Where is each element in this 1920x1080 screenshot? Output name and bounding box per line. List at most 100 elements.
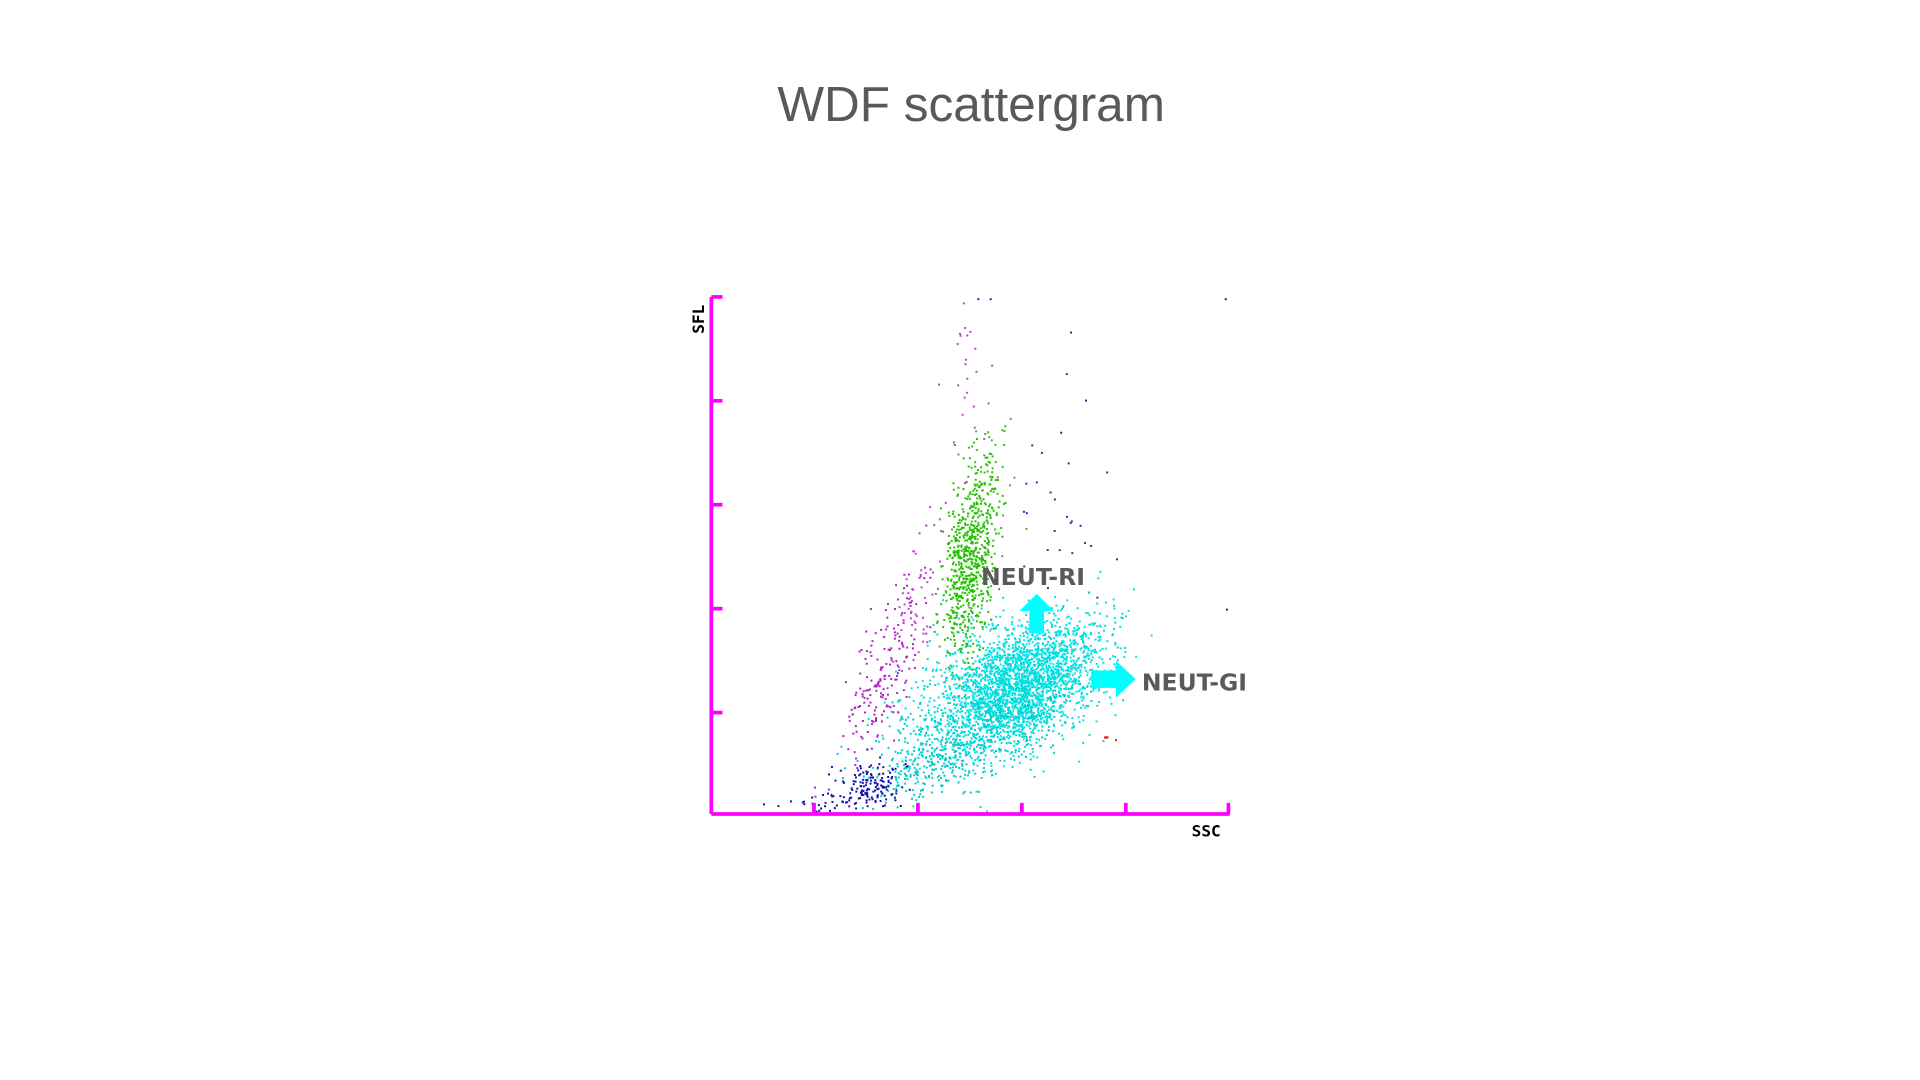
dot: [1002, 683, 1005, 686]
dot: [990, 729, 993, 732]
dot: [1037, 695, 1040, 698]
dot: [941, 791, 944, 793]
dot: [1102, 740, 1105, 743]
dot: [1022, 648, 1025, 651]
dot: [967, 587, 970, 590]
dot: [1084, 669, 1087, 672]
dot: [1076, 658, 1079, 661]
dot: [1082, 704, 1085, 707]
dot: [1075, 664, 1078, 667]
dot: [1024, 684, 1027, 687]
dot: [891, 757, 894, 760]
dot: [985, 657, 988, 660]
dot: [957, 596, 960, 599]
dot: [1048, 675, 1051, 678]
dot: [855, 807, 858, 810]
dot: [1058, 711, 1061, 714]
dot: [828, 809, 831, 812]
dot: [1012, 708, 1015, 711]
dot: [967, 475, 970, 478]
dot: [1026, 653, 1029, 656]
dot: [985, 670, 988, 673]
dot: [859, 672, 862, 675]
dot: [931, 747, 934, 750]
dot: [924, 775, 927, 778]
dot: [949, 741, 952, 744]
dot: [1060, 666, 1063, 669]
dot: [1092, 649, 1094, 652]
dot: [1027, 664, 1030, 667]
dot: [1054, 596, 1057, 599]
dot: [1027, 705, 1030, 708]
dot: [877, 774, 880, 777]
dot: [954, 775, 957, 778]
dot: [924, 732, 927, 735]
dot: [1082, 633, 1085, 636]
dot: [1039, 653, 1042, 656]
dot: [991, 622, 994, 625]
dot: [887, 705, 890, 708]
dot: [1018, 619, 1021, 622]
dot: [1070, 642, 1073, 645]
dot: [1062, 738, 1065, 741]
dot: [895, 792, 898, 795]
dot: [983, 623, 986, 626]
dot: [1071, 683, 1074, 686]
dot: [1084, 399, 1087, 402]
dot: [1070, 648, 1073, 651]
dot: [983, 483, 986, 486]
dot: [990, 652, 993, 655]
dot: [974, 512, 977, 515]
dot: [961, 741, 964, 744]
dot: [1061, 654, 1064, 657]
dot: [906, 765, 909, 768]
dot: [941, 755, 944, 758]
dot: [930, 719, 933, 721]
dot: [1083, 666, 1086, 669]
dot: [926, 641, 929, 644]
dot: [965, 715, 968, 718]
dot: [892, 739, 895, 742]
dot: [1038, 678, 1041, 681]
dot: [1027, 718, 1030, 721]
dot: [991, 769, 994, 772]
dot: [1018, 734, 1021, 737]
dot: [975, 559, 978, 562]
dot: [906, 597, 909, 600]
dot: [981, 677, 984, 680]
dot: [986, 568, 989, 571]
dot: [996, 670, 999, 673]
dot: [1017, 720, 1020, 723]
dot: [874, 786, 877, 789]
dot: [1023, 720, 1026, 723]
dot: [993, 697, 996, 700]
dot: [949, 615, 952, 618]
dot: [921, 755, 924, 758]
dot: [875, 706, 878, 709]
dot: [1019, 656, 1022, 659]
dot: [986, 676, 989, 679]
dot: [973, 703, 976, 706]
dot: [1031, 718, 1034, 721]
dot: [907, 573, 910, 576]
dot: [971, 694, 974, 697]
dot: [923, 688, 926, 691]
dot: [865, 689, 868, 692]
dot: [1040, 690, 1043, 693]
dot: [936, 747, 938, 750]
dot: [1049, 677, 1052, 680]
dot: [967, 751, 970, 754]
dot: [1019, 688, 1022, 691]
dot: [1083, 644, 1086, 647]
dot: [1018, 641, 1021, 644]
dot: [955, 597, 958, 600]
dot: [896, 632, 899, 635]
dot: [967, 651, 970, 654]
dot: [1046, 696, 1049, 699]
dot: [1097, 636, 1100, 639]
dot: [972, 691, 975, 694]
dot: [1027, 743, 1030, 745]
dot: [1074, 661, 1077, 664]
dot: [998, 500, 1001, 503]
dot: [1043, 711, 1045, 714]
